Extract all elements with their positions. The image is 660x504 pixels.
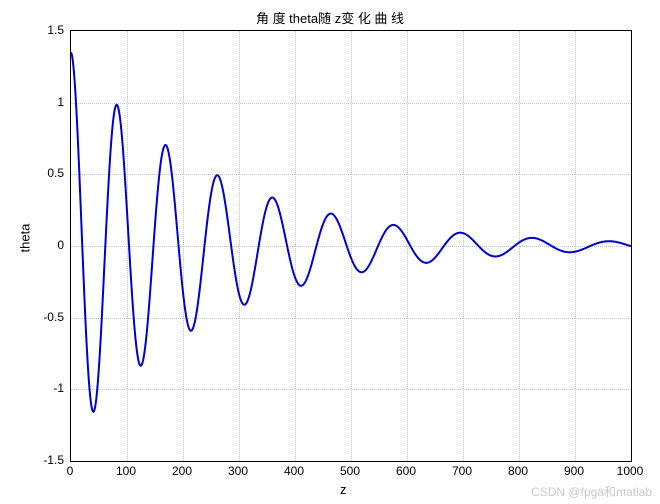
- y-tick-label: -0.5: [43, 310, 64, 324]
- y-axis-label: theta: [18, 233, 33, 253]
- x-tick-label: 1000: [617, 464, 644, 478]
- x-tick-label: 200: [172, 464, 192, 478]
- x-tick-label: 400: [284, 464, 304, 478]
- x-tick-label: 800: [508, 464, 528, 478]
- x-tick-label: 900: [564, 464, 584, 478]
- x-tick-label: 300: [228, 464, 248, 478]
- grid-line-h: [71, 174, 631, 175]
- y-tick-label: 1: [57, 95, 64, 109]
- grid-line-h: [71, 246, 631, 247]
- x-tick-label: 600: [396, 464, 416, 478]
- grid-line-h: [71, 103, 631, 104]
- y-tick-label: 1.5: [47, 23, 64, 37]
- x-tick-label: 100: [116, 464, 136, 478]
- x-axis-label: z: [340, 482, 347, 497]
- y-tick-label: -1: [53, 381, 64, 395]
- watermark: CSDN @fpga和matlab: [531, 483, 652, 500]
- y-tick-label: -1.5: [43, 453, 64, 467]
- x-tick-label: 700: [452, 464, 472, 478]
- y-tick-label: 0.5: [47, 166, 64, 180]
- x-tick-label: 0: [67, 464, 74, 478]
- figure: 角 度 theta随 z变 化 曲 线 theta z CSDN @fpga和m…: [0, 0, 660, 504]
- grid-line-h: [71, 318, 631, 319]
- x-tick-label: 500: [340, 464, 360, 478]
- y-tick-label: 0: [57, 238, 64, 252]
- chart-title: 角 度 theta随 z变 化 曲 线: [0, 8, 660, 27]
- grid-line-h: [71, 389, 631, 390]
- plot-area: [70, 30, 632, 462]
